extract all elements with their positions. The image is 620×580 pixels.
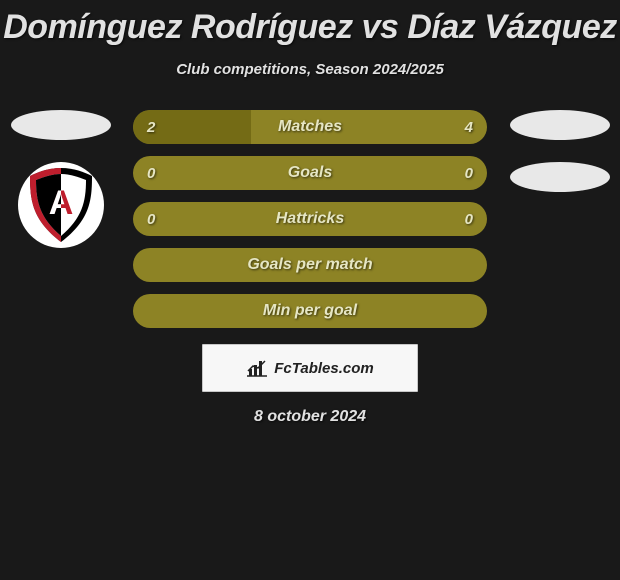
stat-row: Hattricks0 0	[133, 202, 487, 236]
stat-value-right: 4	[465, 110, 473, 144]
source-text: FcTables.com	[274, 360, 373, 377]
subtitle: Club competitions, Season 2024/2025	[0, 61, 620, 78]
stat-label: Hattricks	[133, 202, 487, 236]
stat-row: Matches2 4	[133, 110, 487, 144]
stat-value-right: 0	[465, 156, 473, 190]
date-label: 8 october 2024	[0, 408, 620, 426]
source-badge[interactable]: FcTables.com	[202, 344, 418, 392]
stat-row: Min per goal	[133, 294, 487, 328]
stat-row: Goals per match	[133, 248, 487, 282]
comparison-card: Domínguez Rodríguez vs Díaz Vázquez Club…	[0, 0, 620, 426]
player-placeholder-right-1	[510, 110, 610, 140]
right-player-col	[507, 110, 612, 192]
club-logo-left: A A	[18, 162, 104, 248]
shield-icon: A A	[18, 162, 104, 248]
stat-label: Matches	[133, 110, 487, 144]
stat-label: Goals	[133, 156, 487, 190]
stat-value-right: 0	[465, 202, 473, 236]
stat-label: Min per goal	[133, 294, 487, 328]
stat-value-left: 0	[147, 156, 155, 190]
stat-label: Goals per match	[133, 248, 487, 282]
bar-chart-icon	[246, 359, 268, 377]
stat-row: Goals0 0	[133, 156, 487, 190]
player-placeholder-left	[11, 110, 111, 140]
stat-bars: Matches24Goals00Hattricks00Goals per mat…	[113, 110, 507, 328]
left-player-col: A A	[8, 110, 113, 248]
page-title: Domínguez Rodríguez vs Díaz Vázquez	[0, 8, 620, 47]
comparison-body: A A Matches24Goals00Hattricks00Goals per…	[0, 110, 620, 328]
stat-value-left: 2	[147, 110, 155, 144]
player-placeholder-right-2	[510, 162, 610, 192]
stat-value-left: 0	[147, 202, 155, 236]
